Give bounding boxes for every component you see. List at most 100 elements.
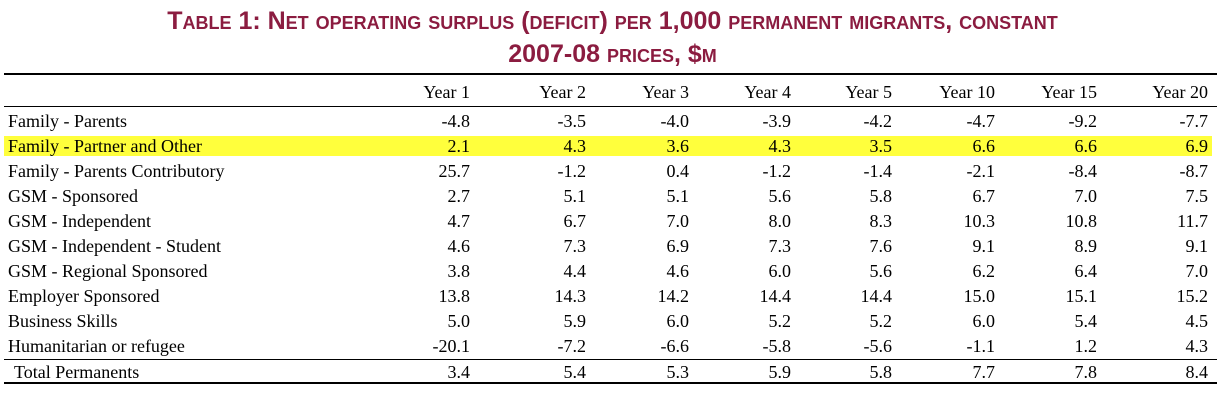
table-cell: 15.1 — [1065, 286, 1098, 306]
table-cell: -5.6 — [863, 336, 893, 356]
table-cell: 3.8 — [447, 261, 471, 281]
table-cell: 8.9 — [1074, 236, 1098, 256]
row-highlight — [4, 136, 1212, 156]
table-cell: 14.4 — [860, 286, 893, 306]
table-cell: 7.7 — [972, 362, 996, 382]
row-label: GSM - Regional Sponsored — [8, 261, 208, 281]
table-cell: 5.2 — [768, 311, 792, 331]
table-cell: 7.3 — [768, 236, 792, 256]
column-header: Year 4 — [744, 82, 791, 102]
table-cell: -8.7 — [1179, 161, 1209, 181]
table-cell: -3.9 — [762, 111, 792, 131]
table-cell: 7.0 — [1185, 261, 1209, 281]
table-cell: -7.2 — [557, 336, 587, 356]
column-header: Year 15 — [1041, 82, 1097, 102]
table-cell: -6.6 — [660, 336, 690, 356]
table-cell: 9.1 — [1185, 236, 1209, 256]
row-label: Employer Sponsored — [8, 286, 160, 306]
table-cell: 7.5 — [1185, 186, 1209, 206]
table-cell: 6.7 — [972, 186, 996, 206]
table-cell: -4.2 — [863, 111, 893, 131]
table-cell: -9.2 — [1068, 111, 1098, 131]
table-cell: 5.6 — [768, 186, 792, 206]
column-header: Year 1 — [423, 82, 470, 102]
table-cell: 5.8 — [869, 362, 893, 382]
row-label: Total Permanents — [14, 362, 140, 382]
table-cell: 9.1 — [972, 236, 996, 256]
table-cell: 5.4 — [563, 362, 587, 382]
table-cell: 14.2 — [657, 286, 690, 306]
table-cell: 3.5 — [869, 136, 893, 156]
table-cell: 2.7 — [447, 186, 471, 206]
table-cell: 15.2 — [1176, 286, 1209, 306]
table-cell: 7.3 — [563, 236, 587, 256]
table-cell: 15.0 — [963, 286, 996, 306]
table-cell: 8.3 — [869, 211, 893, 231]
table-cell: 1.2 — [1074, 336, 1098, 356]
row-label: GSM - Independent — [8, 211, 151, 231]
row-label: GSM - Independent - Student — [8, 236, 221, 256]
table-cell: 14.3 — [554, 286, 587, 306]
table-cell: -1.1 — [966, 336, 996, 356]
table-cell: -2.1 — [966, 161, 996, 181]
table-cell: -1.2 — [557, 161, 587, 181]
table-cell: -7.7 — [1179, 111, 1209, 131]
table-cell: 25.7 — [438, 161, 471, 181]
column-header: Year 10 — [939, 82, 995, 102]
table-cell: 6.7 — [563, 211, 587, 231]
table-cell: 8.4 — [1185, 362, 1209, 382]
table-cell: 6.4 — [1074, 261, 1098, 281]
table-cell: 6.9 — [666, 236, 690, 256]
table-cell: 4.5 — [1185, 311, 1209, 331]
table-cell: 0.4 — [666, 161, 690, 181]
table-cell: 5.3 — [666, 362, 690, 382]
table-cell: -3.5 — [557, 111, 587, 131]
row-label: Family - Parents — [8, 111, 127, 131]
row-label: Humanitarian or refugee — [8, 336, 185, 356]
table-cell: 5.6 — [869, 261, 893, 281]
table-cell: 5.1 — [666, 186, 690, 206]
table-cell: -4.7 — [966, 111, 996, 131]
row-label: Family - Parents Contributory — [8, 161, 225, 181]
table-cell: 5.4 — [1074, 311, 1098, 331]
total-rule — [4, 359, 1217, 360]
table-cell: 4.6 — [666, 261, 690, 281]
table-cell: 6.6 — [972, 136, 996, 156]
header-rule — [4, 106, 1217, 107]
table-cell: 7.0 — [666, 211, 690, 231]
table-cell: 11.7 — [1177, 211, 1208, 231]
table-cell: 7.0 — [1074, 186, 1098, 206]
table-cell: 5.1 — [563, 186, 587, 206]
table-cell: 4.3 — [563, 136, 587, 156]
table-cell: 4.4 — [563, 261, 587, 281]
table-cell: -1.4 — [863, 161, 893, 181]
table-cell: 6.0 — [666, 311, 690, 331]
table-cell: -4.0 — [660, 111, 690, 131]
title-line: Table 1: Net operating surplus (deficit)… — [167, 7, 1058, 35]
column-header: Year 2 — [539, 82, 586, 102]
table-cell: 6.0 — [768, 261, 792, 281]
row-label: GSM - Sponsored — [8, 186, 139, 206]
table-cell: 5.9 — [768, 362, 792, 382]
table-cell: 4.3 — [1185, 336, 1209, 356]
table-cell: 5.0 — [447, 311, 471, 331]
table-cell: 7.8 — [1074, 362, 1098, 382]
table-cell: 5.8 — [869, 186, 893, 206]
table-cell: 6.6 — [1074, 136, 1098, 156]
table-cell: 6.2 — [972, 261, 996, 281]
table-cell: -4.8 — [441, 111, 471, 131]
table-cell: 5.9 — [563, 311, 587, 331]
row-label: Family - Partner and Other — [8, 136, 202, 156]
table-cell: 14.4 — [759, 286, 792, 306]
bottom-rule — [4, 382, 1217, 384]
table-cell: 4.6 — [447, 236, 471, 256]
table-cell: -1.2 — [762, 161, 792, 181]
row-label: Business Skills — [8, 311, 118, 331]
table-cell: 10.3 — [963, 211, 996, 231]
top-rule — [4, 73, 1217, 75]
table-cell: 6.0 — [972, 311, 996, 331]
table-cell: 4.3 — [768, 136, 792, 156]
table-cell: 7.6 — [869, 236, 893, 256]
table-cell: 2.1 — [447, 136, 471, 156]
